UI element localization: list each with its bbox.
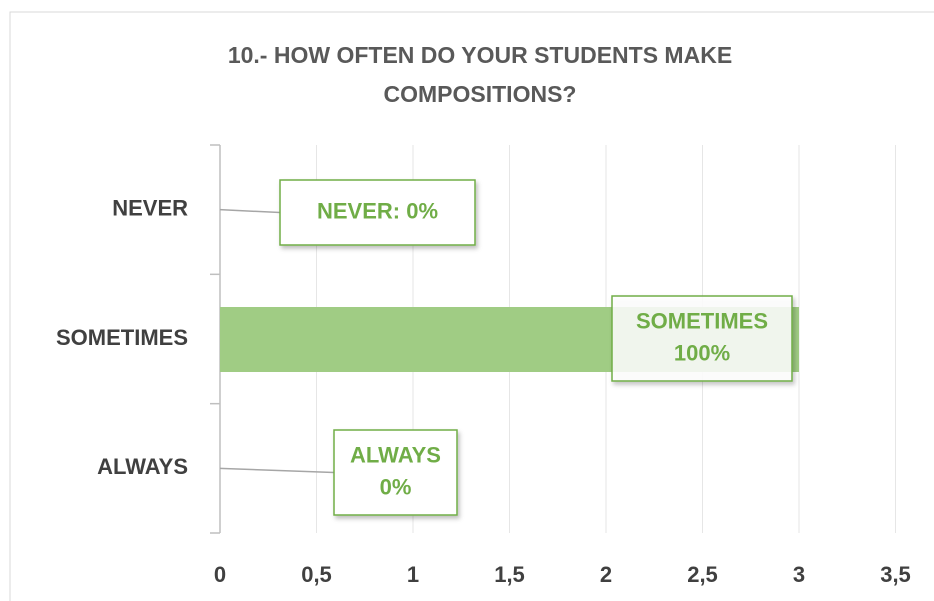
y-tick-label: ALWAYS xyxy=(97,454,188,479)
leader-line xyxy=(219,208,281,214)
chart-title: 10.- HOW OFTEN DO YOUR STUDENTS MAKE xyxy=(228,42,732,68)
data-label: ALWAYS xyxy=(350,442,441,467)
x-tick-label: 2,5 xyxy=(687,562,718,587)
x-tick-label: 3,5 xyxy=(880,562,911,587)
y-tick-label: NEVER xyxy=(112,195,188,220)
x-tick-label: 0,5 xyxy=(301,562,332,587)
y-tick-label: SOMETIMES xyxy=(56,325,188,350)
data-label: SOMETIMES xyxy=(636,308,768,333)
data-label-box xyxy=(279,179,476,246)
chart-title: COMPOSITIONS? xyxy=(384,81,577,107)
x-tick-label: 1,5 xyxy=(494,562,525,587)
data-label: 100% xyxy=(674,340,730,365)
data-label-box xyxy=(333,429,458,516)
x-tick-label: 3 xyxy=(793,562,805,587)
data-label: NEVER: 0% xyxy=(317,198,438,223)
leader-line xyxy=(219,467,335,474)
data-label: 0% xyxy=(380,474,412,499)
data-label-box xyxy=(611,295,793,382)
x-tick-label: 1 xyxy=(407,562,419,587)
x-tick-label: 0 xyxy=(214,562,226,587)
x-tick-label: 2 xyxy=(600,562,612,587)
